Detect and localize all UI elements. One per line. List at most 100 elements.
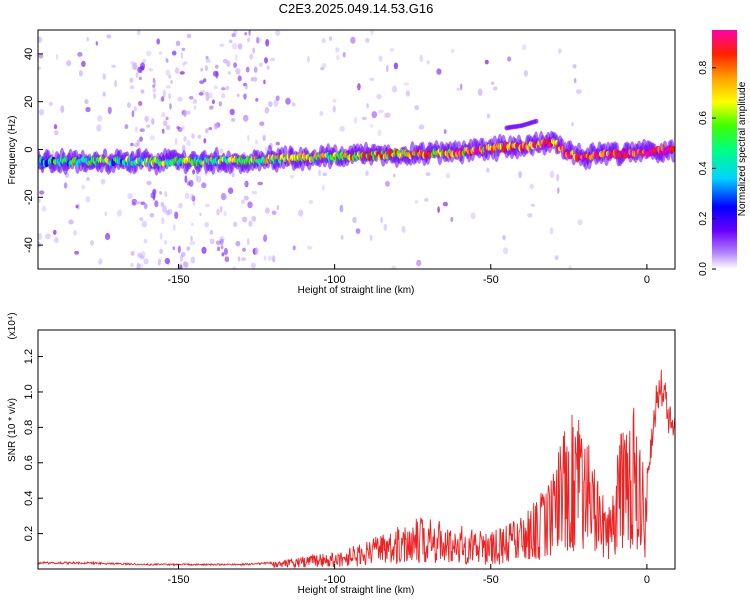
noise-blob (102, 91, 106, 97)
noise-blob (38, 53, 44, 59)
noise-blob (78, 70, 83, 77)
noise-blob (157, 258, 161, 266)
noise-blob (136, 262, 141, 269)
noise-blob (233, 221, 238, 227)
noise-blob (170, 80, 173, 84)
noise-blob (184, 175, 188, 183)
noise-blob (252, 47, 256, 54)
spectrogram-y-ticks: -40 -20 0 20 40 (23, 48, 43, 253)
noise-blob (218, 101, 223, 107)
noise-blob (237, 75, 242, 82)
noise-blob (139, 255, 145, 260)
noise-blob (243, 93, 247, 100)
noise-blob (84, 99, 89, 105)
noise-blob (270, 57, 275, 62)
noise-blob (243, 182, 247, 186)
noise-blob (205, 55, 209, 60)
noise-blob (174, 138, 178, 146)
noise-blob (492, 86, 498, 91)
noise-blob (403, 82, 410, 86)
x-tick-label: -50 (483, 274, 499, 286)
noise-blob (55, 54, 59, 60)
noise-blob (153, 79, 157, 87)
noise-blob (179, 71, 185, 75)
noise-blob (414, 105, 420, 111)
spectrogram-y-axis-label: Frequency (Hz) (7, 116, 18, 185)
noise-blob (556, 173, 560, 182)
page-title: C2E3.2025.049.14.53.G16 (278, 1, 434, 16)
noise-blob (254, 247, 259, 255)
noise-blob (385, 180, 390, 187)
spectrogram-marks (38, 30, 675, 269)
noise-blob (272, 255, 276, 263)
noise-blob (355, 228, 361, 235)
noise-blob (241, 257, 247, 262)
noise-blob (200, 67, 204, 72)
noise-blob (235, 68, 241, 75)
noise-blob (437, 206, 440, 214)
noise-blob (98, 258, 103, 265)
noise-blob (223, 195, 228, 200)
x-tick-label: 0 (644, 274, 650, 286)
noise-blob (220, 192, 227, 201)
noise-blob (97, 115, 103, 122)
noise-blob (233, 62, 238, 68)
noise-blob (139, 136, 143, 142)
noise-blob (414, 199, 419, 204)
noise-blob (529, 183, 534, 190)
noise-blob (263, 255, 267, 261)
noise-blob (361, 116, 367, 121)
noise-blob (107, 106, 112, 115)
noise-blob (159, 232, 163, 240)
noise-blob (81, 184, 85, 190)
noise-blob (290, 174, 294, 179)
noise-blob (138, 101, 143, 106)
noise-blob (241, 216, 248, 223)
noise-blob (263, 234, 268, 242)
noise-blob (139, 217, 144, 222)
noise-blob (240, 199, 245, 204)
noise-blob (74, 250, 80, 255)
noise-blob (38, 36, 42, 43)
noise-blob (124, 124, 129, 130)
noise-blob (426, 60, 430, 65)
noise-blob (523, 70, 529, 77)
noise-blob (39, 190, 45, 195)
noise-blob (318, 169, 322, 177)
noise-blob (152, 87, 157, 93)
noise-blob (256, 37, 262, 44)
x-tick-label: -100 (324, 274, 346, 286)
noise-blob (180, 52, 184, 59)
noise-blob (216, 246, 221, 252)
noise-blob (159, 248, 164, 254)
noise-blob (117, 209, 122, 217)
noise-blob (141, 220, 147, 228)
noise-blob (231, 33, 236, 38)
noise-blob (350, 36, 356, 44)
noise-blob (263, 79, 266, 85)
noise-blob (68, 219, 74, 225)
noise-blob (164, 191, 168, 198)
noise-blob (136, 30, 141, 36)
noise-blob (484, 59, 489, 65)
y-tick-label: 1.0 (23, 384, 35, 399)
noise-blob (250, 77, 254, 82)
noise-blob (339, 204, 344, 213)
noise-blob (205, 93, 210, 102)
noise-blob (127, 193, 133, 200)
noise-blob (391, 265, 396, 269)
x-tick-label: -150 (167, 574, 189, 586)
noise-blob (174, 67, 180, 74)
snr-y-ticks: 0.2 0.4 0.6 0.8 1.0 1.2 (23, 349, 43, 541)
noise-blob (322, 184, 325, 191)
noise-blob (226, 60, 231, 67)
noise-blob (95, 41, 99, 46)
noise-blob (383, 223, 387, 231)
noise-blob (213, 123, 218, 130)
noise-blob (229, 39, 233, 43)
noise-blob (425, 172, 431, 177)
noise-blob (129, 77, 134, 83)
noise-blob (389, 47, 395, 52)
noise-blob (209, 229, 214, 235)
noise-blob (271, 210, 277, 216)
